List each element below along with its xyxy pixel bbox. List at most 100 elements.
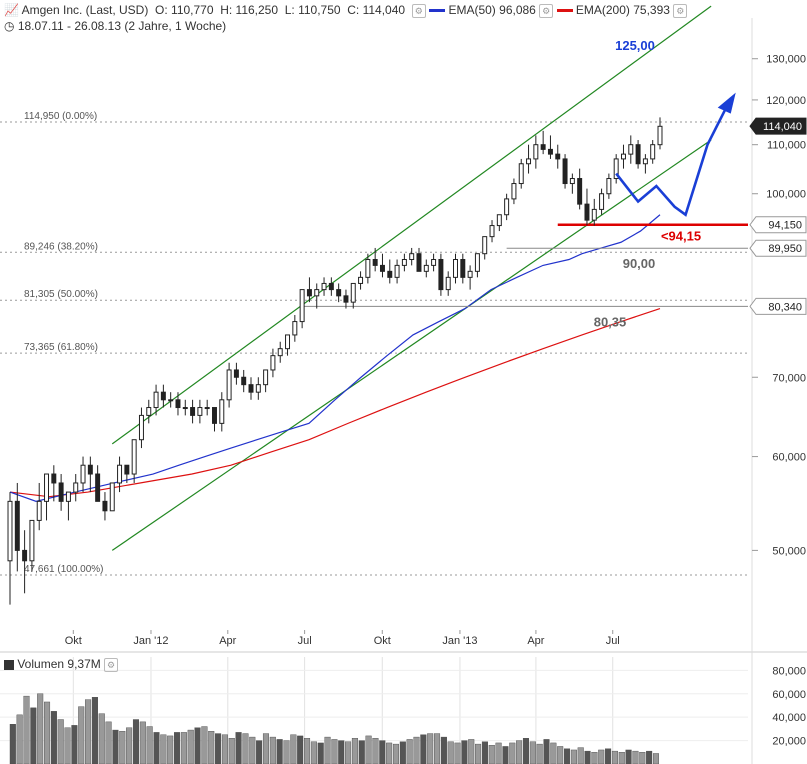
volume-bar xyxy=(550,742,557,764)
volume-bar xyxy=(112,729,119,764)
candle-body xyxy=(467,270,473,278)
header-line-2: ◷ 18.07.11 - 26.08.13 (2 Jahre, 1 Woche) xyxy=(4,19,226,33)
fib-level-label: 89,246 (38.20%) xyxy=(24,241,98,252)
candle-body xyxy=(131,439,137,475)
volume-bar xyxy=(174,732,181,764)
volume-bar xyxy=(584,750,591,764)
volume-bar xyxy=(427,733,434,764)
candle-body xyxy=(599,193,605,210)
clock-icon: ◷ xyxy=(4,19,15,33)
volume-bar xyxy=(392,743,400,764)
volume-bar xyxy=(139,721,146,764)
volume-bar xyxy=(16,714,23,764)
volume-bar xyxy=(646,750,653,764)
volume-value: 9,37M xyxy=(67,657,101,671)
y-tick-label: 50,000 xyxy=(772,545,806,557)
candle-body xyxy=(438,259,444,291)
x-tick-label: Jan '13 xyxy=(442,635,477,647)
candle-body xyxy=(138,414,144,441)
y-tick-label: 130,000 xyxy=(766,54,806,66)
volume-bar xyxy=(132,719,140,764)
candle-body xyxy=(431,259,437,266)
candle-body xyxy=(44,473,50,502)
volume-bar xyxy=(71,725,78,764)
candle-body xyxy=(547,148,553,155)
volume-label: Volumen xyxy=(17,657,65,671)
volume-bar xyxy=(591,752,598,764)
candle-body xyxy=(87,464,93,475)
volume-bar xyxy=(9,724,16,764)
x-tick-label: Jul xyxy=(606,635,620,647)
ohlc-low-value: 110,750 xyxy=(298,3,341,17)
candle-body xyxy=(577,178,583,205)
x-tick-label: Apr xyxy=(219,635,236,647)
candle-body xyxy=(292,321,298,336)
volume-bar xyxy=(167,735,174,764)
gear-icon[interactable]: ⚙ xyxy=(539,3,554,18)
ema50-line xyxy=(9,214,661,502)
candle-body xyxy=(394,264,400,278)
candle-body xyxy=(423,264,429,272)
volume-bar xyxy=(475,743,482,764)
candle-body xyxy=(409,253,415,261)
volume-bar xyxy=(331,739,338,764)
gear-icon[interactable]: ⚙ xyxy=(673,3,688,18)
volume-bar xyxy=(201,726,208,764)
volume-bar xyxy=(406,739,413,764)
candle-body xyxy=(168,399,174,402)
ohlc-open-value: 110,770 xyxy=(171,3,214,17)
volume-bar xyxy=(23,695,30,764)
volume-bar xyxy=(249,736,256,764)
projection-arrow xyxy=(615,107,727,217)
gear-icon[interactable]: ⚙ xyxy=(411,3,426,18)
volume-bar xyxy=(434,733,441,764)
header-line-1: 📈 Amgen Inc. (Last, USD) O: 110,770 H: 1… xyxy=(4,3,688,18)
candle-body xyxy=(182,407,188,410)
volume-bar xyxy=(379,740,386,764)
volume-bar xyxy=(160,734,167,764)
candle-body xyxy=(591,208,597,221)
candle-body xyxy=(306,289,312,297)
lower-channel-line xyxy=(111,139,712,551)
volume-bar xyxy=(577,747,584,764)
candle-body xyxy=(657,125,663,146)
candle-body xyxy=(540,144,546,150)
fib-level-label: 114,950 (0.00%) xyxy=(24,111,97,122)
y-tick-label: 110,000 xyxy=(767,140,806,152)
price-tag-label: 89,950 xyxy=(768,243,802,255)
candle-body xyxy=(504,198,510,216)
candle-body xyxy=(204,407,210,410)
volume-bar xyxy=(386,742,393,764)
candle-body xyxy=(226,369,232,401)
candle-body xyxy=(372,259,378,266)
candle-body xyxy=(146,407,152,416)
candle-body xyxy=(241,376,247,386)
ema200-line xyxy=(9,307,661,498)
projection-arrowhead xyxy=(717,92,736,114)
candle-body xyxy=(212,407,217,424)
candle-body xyxy=(365,259,371,278)
gear-icon[interactable]: ⚙ xyxy=(104,657,119,672)
candle-body xyxy=(7,500,13,562)
ohlc-high-value: 116,250 xyxy=(235,3,279,17)
x-tick-label: Jul xyxy=(298,635,312,647)
volume-bar xyxy=(618,752,625,764)
annotation-label: <94,15 xyxy=(661,229,701,244)
candle-body xyxy=(628,144,634,155)
ema50-legend-swatch xyxy=(429,9,446,13)
annotation-label: 125,00 xyxy=(615,38,655,53)
volume-bar xyxy=(215,733,222,764)
chart-icon: 📈 xyxy=(4,3,19,17)
candle-body xyxy=(22,549,28,562)
candle-body xyxy=(526,158,532,165)
volume-bar xyxy=(269,736,276,764)
candle-body xyxy=(474,253,480,272)
volume-bar xyxy=(652,753,660,764)
volume-bar xyxy=(153,732,160,764)
volume-bar xyxy=(495,742,502,764)
y-tick-label: 100,000 xyxy=(766,189,806,201)
fib-level-label: 47,661 (100.00%) xyxy=(24,564,104,575)
ohlc-low-label: L: xyxy=(284,3,295,17)
volume-bar xyxy=(447,741,454,764)
price-tag-label: 94,150 xyxy=(768,220,802,232)
